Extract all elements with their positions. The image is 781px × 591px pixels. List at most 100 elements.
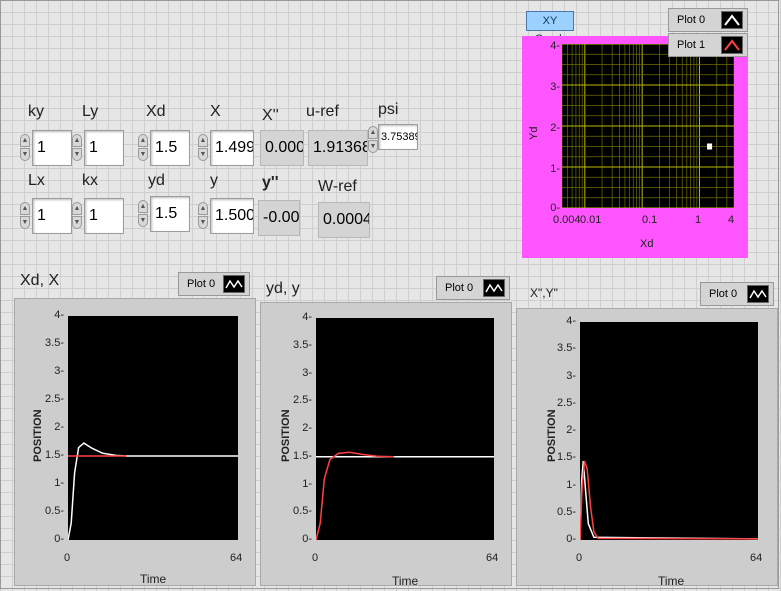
xy-legend-plot1[interactable]: Plot 1 (668, 33, 748, 57)
xy-ylabel: Yd (528, 126, 540, 140)
yd-input[interactable]: 1.5 (150, 196, 190, 232)
graph2-ytick: 4- (302, 311, 312, 323)
graph1-ytick: 1.5- (45, 449, 64, 461)
psi-input[interactable]: 3.75389 (378, 124, 418, 150)
xy-graph-plot-area[interactable] (562, 44, 734, 208)
graph3-series-0 (580, 460, 758, 540)
graph1-legend-label: Plot 0 (187, 278, 216, 290)
graph2-xmin: 0 (312, 552, 319, 564)
waveform-icon (223, 275, 245, 293)
graph1-legend[interactable]: Plot 0 (178, 272, 250, 296)
red-line-icon (721, 36, 743, 54)
xy-ytick: 4- (550, 40, 560, 52)
graph3-legend[interactable]: Plot 0 (700, 282, 774, 306)
xy-point-1 (707, 143, 713, 150)
psi-spinner[interactable]: ▲ ▼ (368, 126, 378, 154)
graph1-title: Xd, X (20, 272, 60, 289)
graph3-ytick: 2- (566, 424, 576, 436)
xy-ytick: 2- (550, 122, 560, 134)
u-ref-indicator: 1.91368 (308, 130, 368, 166)
xy-legend-plot0-label: Plot 0 (677, 14, 706, 26)
graph3-ytick: 3- (566, 369, 576, 382)
kx-control[interactable]: ▲ ▼ 1 (72, 198, 124, 234)
white-line-icon (721, 11, 743, 29)
graph1-svg (68, 442, 238, 540)
x-control[interactable]: ▲ ▼ 1.499 (198, 130, 254, 166)
x-label: X (210, 103, 221, 120)
graph2-xlabel: Time (392, 574, 419, 588)
graph3-ytick: 1- (566, 478, 576, 491)
graph2-ytick: 0.5- (293, 505, 312, 518)
graph2-ytick: 1.5- (293, 449, 312, 462)
graph2-ytick: 3.5- (293, 338, 312, 351)
lx-control[interactable]: ▲ ▼ 1 (20, 198, 72, 234)
graph3-ytick: 3.5- (557, 342, 576, 355)
ly-input[interactable]: 1 (84, 130, 124, 166)
graph1-ytick: 1- (54, 477, 64, 489)
graph1-ytick: 2.5- (45, 393, 64, 405)
yd-spinner[interactable]: ▲ ▼ (138, 200, 148, 228)
kx-input[interactable]: 1 (84, 198, 124, 234)
x-double-dot-label: X'' (262, 107, 279, 124)
xd-spinner[interactable]: ▲ ▼ (138, 134, 148, 162)
x-double-dot-indicator: 0.000 (260, 130, 304, 166)
graph2-ytick: 2- (302, 422, 312, 434)
y-spinner[interactable]: ▲ ▼ (198, 202, 208, 230)
xy-ytick: 3- (550, 81, 560, 93)
xy-xtick: 1 (695, 214, 702, 226)
psi-control[interactable]: ▲ ▼ 3.75389 (368, 124, 420, 154)
y-double-dot-indicator: -0.00 (258, 200, 300, 236)
graph3-ytick: 0.5- (557, 505, 576, 518)
xd-input[interactable]: 1.5 (150, 130, 190, 166)
xd-control[interactable]: ▲ ▼ 1.5 (138, 130, 190, 166)
y-input[interactable]: 1.500 (210, 198, 254, 234)
xy-ytick: 0- (550, 202, 560, 214)
graph1-ytick: 2- (54, 421, 64, 433)
graph2-ytick: 1- (302, 477, 312, 490)
graph3-xlabel: Time (658, 574, 685, 588)
xy-graph-svg (562, 44, 734, 208)
graph1-ytick: 3- (54, 365, 64, 377)
psi-label: psi (378, 101, 399, 118)
graph2-xmax: 64 (486, 552, 499, 564)
lx-spinner[interactable]: ▲ ▼ (20, 202, 30, 230)
graph3-legend-label: Plot 0 (709, 288, 738, 300)
ky-control[interactable]: ▲ ▼ 1 (20, 130, 72, 166)
kx-spinner[interactable]: ▲ ▼ (72, 202, 82, 230)
ky-spinner[interactable]: ▲ ▼ (20, 134, 30, 162)
graph2-ytick: 3- (302, 366, 312, 379)
graph3-svg (580, 460, 758, 540)
graph2-svg (316, 451, 494, 540)
xy-graph-title: XY Graph (526, 11, 574, 45)
x-spinner[interactable]: ▲ ▼ (198, 134, 208, 162)
xy-xtick: 4 (728, 214, 735, 226)
lx-input[interactable]: 1 (32, 198, 72, 234)
graph3-ytick: 2.5- (557, 396, 576, 409)
yd-label: yd (148, 172, 165, 189)
graph2-series-1 (316, 451, 394, 540)
y-double-dot-label: y'' (262, 174, 279, 191)
x-input[interactable]: 1.499 (210, 130, 254, 166)
w-ref-label: W-ref (318, 178, 357, 195)
xy-legend-plot0[interactable]: Plot 0 (668, 8, 748, 32)
ly-label: Ly (82, 103, 99, 120)
graph2-plot-area[interactable] (316, 318, 494, 540)
graph1-ytick: 0- (54, 533, 64, 545)
graph1-ytick: 4- (54, 309, 64, 321)
waveform-icon (747, 285, 769, 303)
graph1-plot-area[interactable] (68, 316, 238, 540)
graph1-xmax: 64 (230, 552, 243, 564)
yd-control[interactable]: ▲ ▼ 1.5 (138, 196, 190, 232)
graph3-plot-area[interactable] (580, 322, 758, 540)
graph1-series-0 (68, 442, 238, 540)
y-control[interactable]: ▲ ▼ 1.500 (198, 198, 254, 234)
ky-label: ky (28, 103, 44, 120)
graph2-legend[interactable]: Plot 0 (436, 276, 510, 300)
ly-control[interactable]: ▲ ▼ 1 (72, 130, 124, 166)
graph3-xmax: 64 (750, 552, 763, 564)
ky-input[interactable]: 1 (32, 130, 72, 166)
graph3-ytick: 0- (566, 533, 576, 545)
graph3-ytick: 1.5- (557, 451, 576, 464)
ly-spinner[interactable]: ▲ ▼ (72, 134, 82, 162)
u-ref-label: u-ref (306, 103, 339, 120)
